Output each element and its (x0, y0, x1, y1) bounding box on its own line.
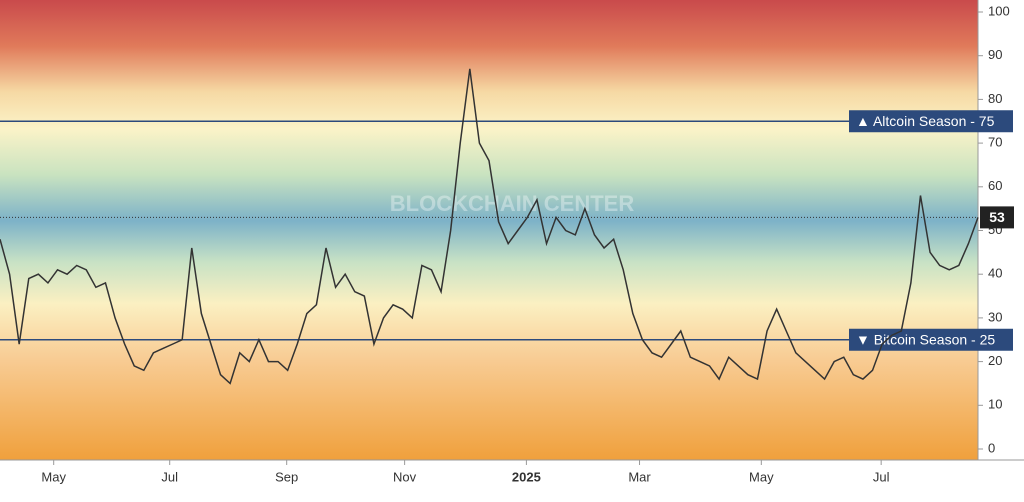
x-tick-label: Sep (275, 469, 298, 484)
current-badge (980, 206, 1014, 229)
y-tick-label: 60 (988, 178, 1002, 193)
y-tick-label: 70 (988, 135, 1002, 150)
x-tick-label: Jul (161, 469, 178, 484)
y-tick-label: 20 (988, 353, 1002, 368)
y-tick-label: 90 (988, 47, 1002, 62)
x-tick-label: May (749, 469, 774, 484)
x-tick-label: 2025 (512, 469, 541, 484)
y-tick-label: 100 (988, 3, 1010, 18)
current-label: 53 (989, 209, 1005, 225)
threshold-label: ▼ Bitcoin Season - 25 (856, 331, 995, 347)
y-tick-label: 0 (988, 440, 995, 455)
y-tick-label: 10 (988, 397, 1002, 412)
threshold-label: ▲ Altcoin Season - 75 (856, 113, 995, 129)
y-tick-label: 40 (988, 266, 1002, 281)
data-line (0, 68, 979, 385)
threshold-badge (849, 328, 1013, 351)
background (0, 0, 978, 460)
x-tick-label: Nov (393, 469, 417, 484)
watermark: BLOCKCHAIN CENTER (390, 191, 635, 216)
threshold-badge (849, 110, 1013, 133)
y-tick-label: 80 (988, 91, 1002, 106)
x-tick-label: May (41, 469, 66, 484)
x-tick-label: Jul (873, 469, 890, 484)
x-tick-label: Mar (628, 469, 651, 484)
y-tick-label: 30 (988, 309, 1002, 324)
